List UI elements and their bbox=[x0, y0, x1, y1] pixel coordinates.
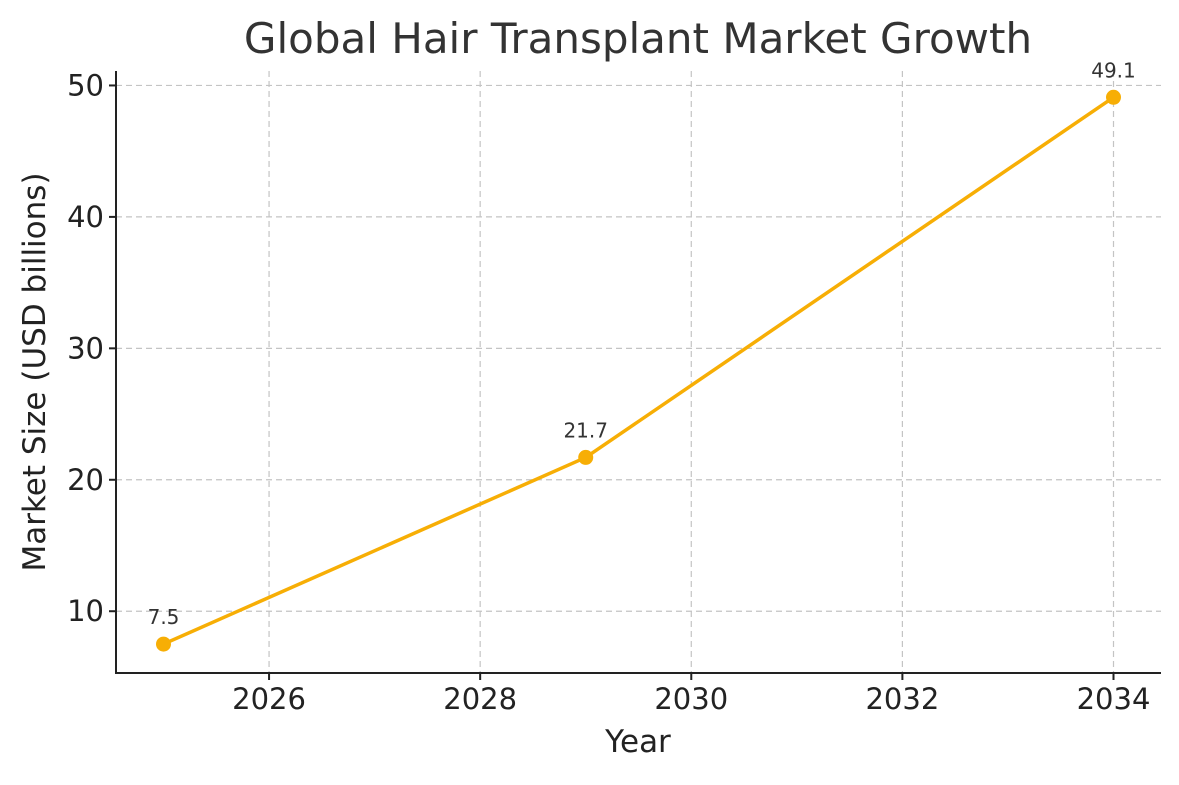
data-labels: 7.5 21.7 49.1 bbox=[148, 58, 1136, 629]
y-tick-label: 20 bbox=[67, 463, 104, 497]
axes bbox=[115, 71, 1161, 674]
x-tick-label: 2030 bbox=[654, 682, 728, 716]
x-tick-label: 2032 bbox=[865, 682, 939, 716]
data-point-label: 49.1 bbox=[1091, 58, 1136, 82]
x-tick-label: 2028 bbox=[443, 682, 517, 716]
x-axis-label: Year bbox=[604, 724, 671, 760]
y-tick-label: 30 bbox=[67, 331, 104, 365]
data-point-marker bbox=[1106, 89, 1121, 105]
y-axis-label: Market Size (USD billions) bbox=[17, 172, 53, 571]
chart-title: Global Hair Transplant Market Growth bbox=[244, 14, 1032, 63]
data-point-marker bbox=[578, 449, 594, 465]
y-tick-label: 40 bbox=[67, 200, 104, 234]
series bbox=[156, 89, 1121, 652]
data-point-label: 7.5 bbox=[148, 605, 180, 629]
y-tick-label: 10 bbox=[67, 594, 104, 628]
grid bbox=[116, 71, 1161, 673]
x-tick-label: 2034 bbox=[1077, 682, 1151, 716]
y-tick-label: 50 bbox=[67, 68, 104, 102]
data-point-label: 21.7 bbox=[563, 418, 608, 442]
series-line bbox=[161, 95, 1116, 646]
data-point-marker bbox=[156, 636, 171, 652]
x-tick-label: 2026 bbox=[232, 682, 306, 716]
